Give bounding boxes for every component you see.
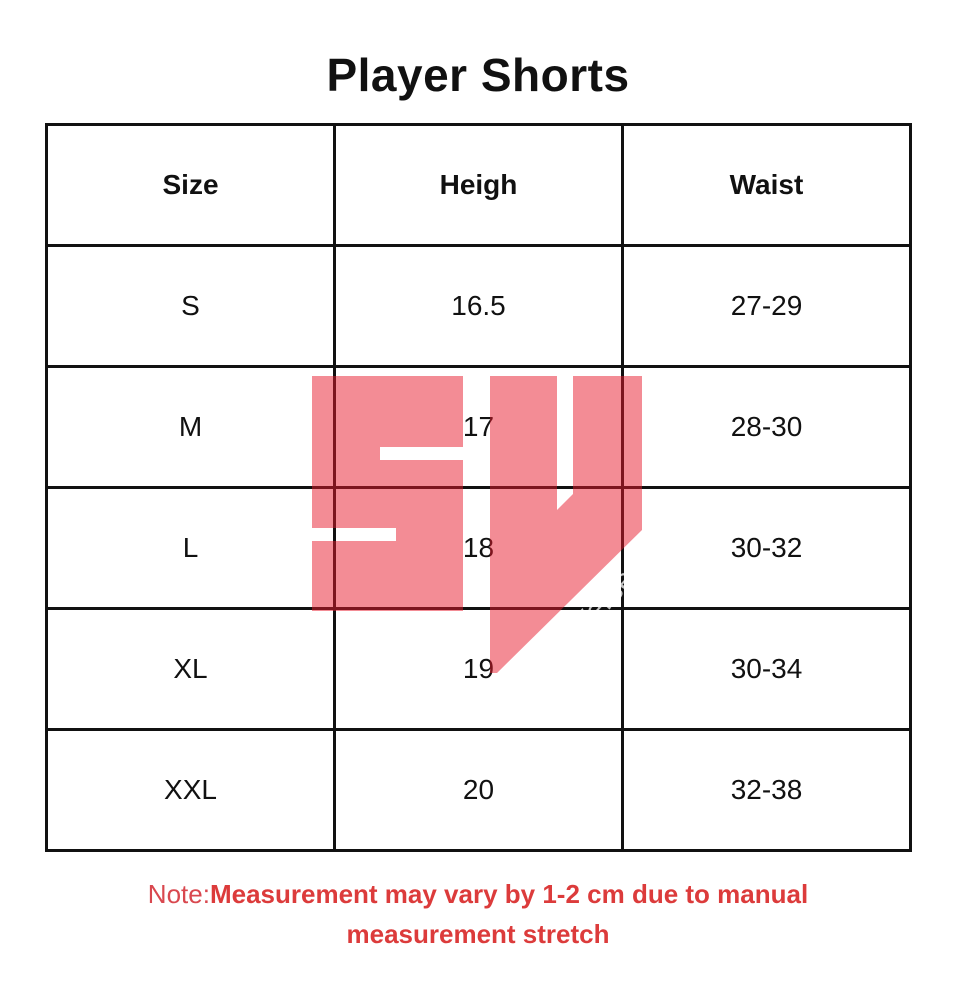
cell-size: XL [45,607,336,731]
cell-waist: 30-32 [621,486,912,610]
cell-size: S [45,244,336,368]
cell-size: XXL [45,728,336,852]
table-row: L 18 30-32 [45,486,912,610]
cell-height: 16.5 [333,244,624,368]
cell-size: M [45,365,336,489]
table-row: XXL 20 32-38 [45,728,912,852]
cell-size: L [45,486,336,610]
cell-height: 19 [333,607,624,731]
measurement-note: Note:Measurement may vary by 1-2 cm due … [100,874,856,954]
table-header-row: Size Heigh Waist [45,123,912,247]
cell-waist: 32-38 [621,728,912,852]
cell-waist: 30-34 [621,607,912,731]
note-label: Note: [147,879,210,909]
table-row: M 17 28-30 [45,365,912,489]
page-title: Player Shorts [326,49,630,101]
cell-height: 17 [333,365,624,489]
cell-height: 20 [333,728,624,852]
table-row: XL 19 30-34 [45,607,912,731]
cell-waist: 28-30 [621,365,912,489]
cell-waist: 27-29 [621,244,912,368]
header-waist: Waist [621,123,912,247]
header-height: Heigh [333,123,624,247]
size-chart-table: Size Heigh Waist S 16.5 27-29 M 17 28-30… [45,123,912,852]
note-text: Measurement may vary by 1-2 cm due to ma… [209,879,809,949]
header-size: Size [45,123,336,247]
table-row: S 16.5 27-29 [45,244,912,368]
cell-height: 18 [333,486,624,610]
